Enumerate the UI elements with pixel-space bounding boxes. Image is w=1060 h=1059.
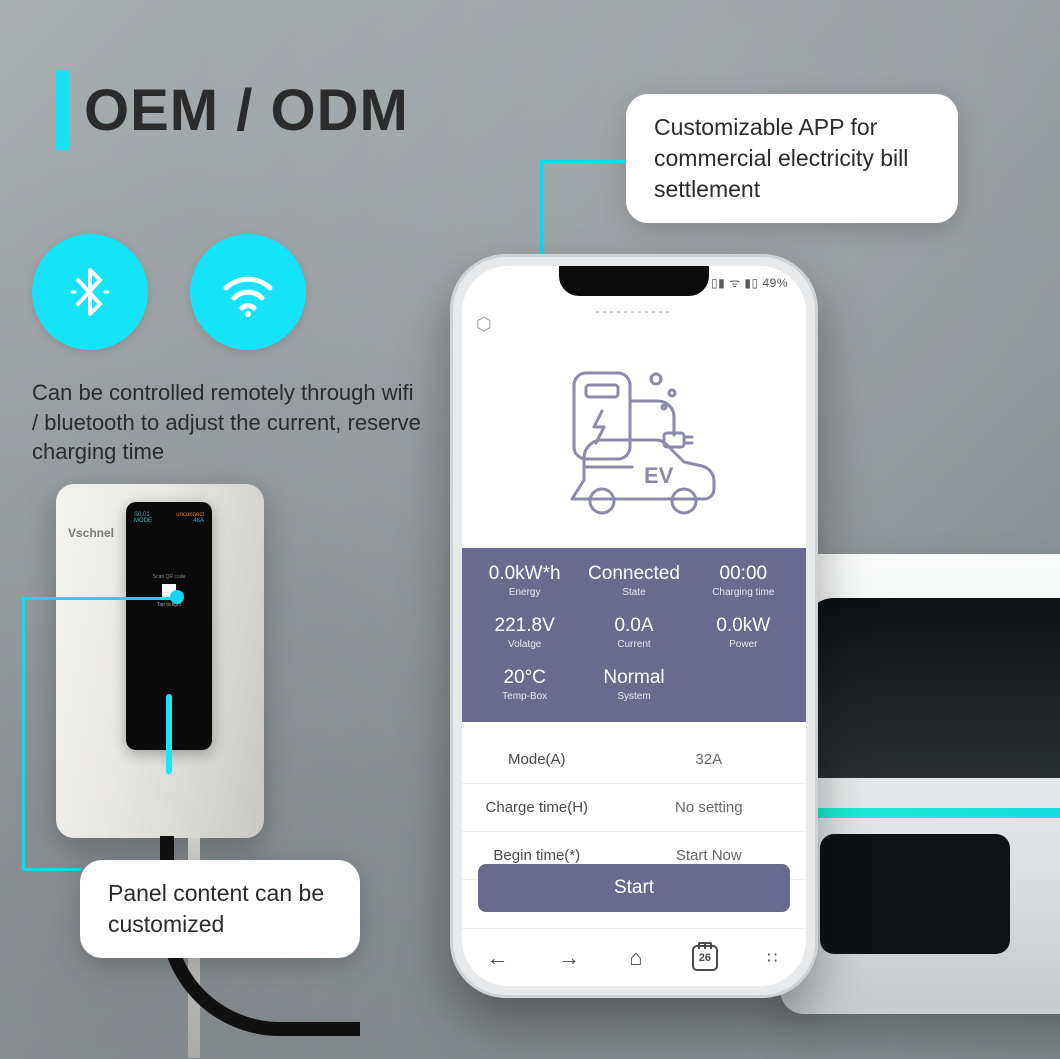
stats-panel: 0.0kW*hEnergy ConnectedState 00:00Chargi… xyxy=(462,548,806,722)
nav-calendar-icon[interactable]: 26 xyxy=(692,945,718,971)
stat-energy: 0.0kW*hEnergy xyxy=(470,564,579,598)
phone-statusbar: ▯▮ ᯤ ▮▯ 49% xyxy=(711,274,788,291)
charger-brand: Vschnel xyxy=(68,526,114,540)
setting-charge-time[interactable]: Charge time(H) No setting xyxy=(462,784,806,832)
svg-text:EV: EV xyxy=(644,463,674,488)
nav-back-icon[interactable]: ← xyxy=(487,945,509,971)
ev-charger-device: Vschnel S0.01unconnect MODE48A Scan QR c… xyxy=(56,484,264,838)
connector-line xyxy=(540,160,626,163)
stat-current: 0.0ACurrent xyxy=(579,616,688,650)
charger-tap-label: Tap to light xyxy=(134,602,204,608)
setting-label: Mode(A) xyxy=(462,751,612,768)
connector-dot xyxy=(170,590,184,604)
start-button[interactable]: Start xyxy=(478,864,790,912)
setting-value: No setting xyxy=(612,799,806,816)
page-title: OEM / ODM xyxy=(84,77,409,144)
remote-control-text: Can be controlled remotely through wifi … xyxy=(32,378,422,467)
car-light-stripe xyxy=(780,808,1060,818)
connector-line xyxy=(22,868,82,871)
nav-home-icon[interactable]: ⌂ xyxy=(629,945,642,971)
page-title-wrap: OEM / ODM xyxy=(56,70,409,150)
bluetooth-icon xyxy=(32,234,148,350)
nav-forward-icon[interactable]: → xyxy=(558,945,580,971)
phone-navbar: ← → ⌂ 26 ∷ xyxy=(462,928,806,986)
callout-panel: Panel content can be customized xyxy=(80,860,360,958)
charger-readout: MODE xyxy=(134,518,152,524)
stat-state: ConnectedState xyxy=(579,564,688,598)
callout-app: Customizable APP for commercial electric… xyxy=(626,94,958,223)
settings-list: Mode(A) 32A Charge time(H) No setting Be… xyxy=(462,736,806,880)
phone-mockup: ▯▮ ᯤ ▮▯ 49% ⬡ ----------- xyxy=(450,254,818,998)
stat-system: NormalSystem xyxy=(579,668,688,702)
charger-screen: S0.01unconnect MODE48A Scan QR code Tap … xyxy=(126,502,212,750)
stat-voltage: 221.8VVolatge xyxy=(470,616,579,650)
phone-notch xyxy=(559,266,709,296)
gear-icon[interactable]: ⬡ xyxy=(476,314,492,335)
charger-qr-label: Scan QR code xyxy=(134,574,204,580)
stat-temp: 20°CTemp-Box xyxy=(470,668,579,702)
charger-readout: 48A xyxy=(193,518,204,524)
ev-car-illustration xyxy=(780,554,1060,1014)
wifi-icon xyxy=(190,234,306,350)
battery-icon: ▮▯ xyxy=(744,276,758,290)
title-placeholder: ----------- xyxy=(596,304,673,318)
setting-mode[interactable]: Mode(A) 32A xyxy=(462,736,806,784)
setting-value: Start Now xyxy=(612,847,806,864)
connector-line xyxy=(22,597,172,600)
ev-charging-illustration: EV xyxy=(462,346,806,546)
setting-label: Charge time(H) xyxy=(462,799,612,816)
signal-icon: ▯▮ xyxy=(711,276,725,290)
setting-value: 32A xyxy=(612,751,806,768)
title-accent-bar xyxy=(56,70,70,150)
setting-label: Begin time(*) xyxy=(462,847,612,864)
nav-menu-icon[interactable]: ∷ xyxy=(767,948,781,968)
charger-indicator-bar xyxy=(166,694,172,774)
connector-line xyxy=(22,597,25,871)
wifi-status-icon: ᯤ xyxy=(729,276,740,290)
phone-screen: ▯▮ ᯤ ▮▯ 49% ⬡ ----------- xyxy=(462,266,806,986)
stat-charging-time: 00:00Charging time xyxy=(689,564,798,598)
battery-percent: 49% xyxy=(762,276,788,290)
stat-power: 0.0kWPower xyxy=(689,616,798,650)
